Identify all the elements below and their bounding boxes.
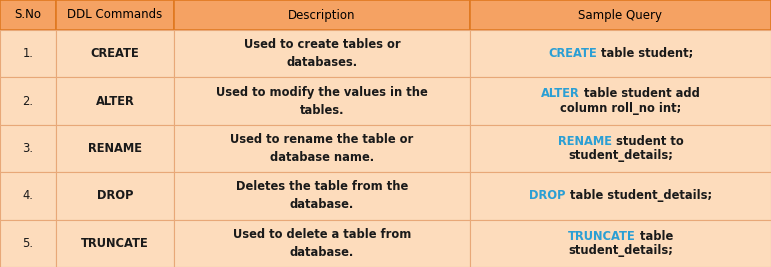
Text: student_details;: student_details; [568, 149, 673, 162]
Bar [0, 172, 56, 219]
Text: TRUNCATE: TRUNCATE [568, 230, 636, 243]
Text: Used to rename the table or
database name.: Used to rename the table or database nam… [231, 133, 413, 164]
Bar [174, 30, 470, 77]
Text: ALTER: ALTER [541, 88, 580, 100]
Bar [174, 77, 470, 125]
Bar [0, 30, 56, 77]
Text: Deletes the table from the
database.: Deletes the table from the database. [236, 180, 408, 211]
Text: 2.: 2. [22, 95, 33, 108]
Text: 4.: 4. [22, 189, 33, 202]
Bar [470, 172, 771, 219]
Bar [0, 219, 56, 267]
Bar [0, 77, 56, 125]
Bar [56, 125, 174, 172]
Text: RENAME: RENAME [88, 142, 142, 155]
Text: Description: Description [288, 9, 355, 22]
Text: DDL Commands: DDL Commands [67, 9, 163, 22]
Bar [0, 125, 56, 172]
Bar [470, 125, 771, 172]
Text: table student add: table student add [580, 88, 700, 100]
Text: Sample Query: Sample Query [578, 9, 662, 22]
Bar [0, 0, 56, 30]
Text: S.No: S.No [15, 9, 42, 22]
Text: TRUNCATE: TRUNCATE [81, 237, 149, 250]
Text: DROP: DROP [529, 189, 566, 202]
Bar [174, 172, 470, 219]
Text: CREATE: CREATE [548, 47, 597, 60]
Text: table student;: table student; [597, 47, 693, 60]
Text: 3.: 3. [22, 142, 33, 155]
Bar [174, 0, 470, 30]
Bar [56, 0, 174, 30]
Text: table: table [636, 230, 673, 243]
Bar [174, 125, 470, 172]
Text: DROP: DROP [96, 189, 133, 202]
Bar [470, 30, 771, 77]
Text: table student_details;: table student_details; [566, 189, 712, 202]
Bar [56, 30, 174, 77]
Bar [56, 219, 174, 267]
Text: Used to create tables or
databases.: Used to create tables or databases. [244, 38, 400, 69]
Bar [470, 219, 771, 267]
Text: 5.: 5. [22, 237, 33, 250]
Bar [470, 77, 771, 125]
Text: ALTER: ALTER [96, 95, 134, 108]
Text: Used to modify the values in the
tables.: Used to modify the values in the tables. [216, 86, 428, 117]
Bar [470, 0, 771, 30]
Text: column roll_no int;: column roll_no int; [560, 102, 681, 115]
Text: 1.: 1. [22, 47, 33, 60]
Text: CREATE: CREATE [91, 47, 140, 60]
Text: student to: student to [611, 135, 683, 148]
Bar [56, 77, 174, 125]
Bar [56, 172, 174, 219]
Text: Used to delete a table from
database.: Used to delete a table from database. [233, 228, 411, 259]
Text: student_details;: student_details; [568, 244, 673, 257]
Text: RENAME: RENAME [557, 135, 611, 148]
Bar [174, 219, 470, 267]
